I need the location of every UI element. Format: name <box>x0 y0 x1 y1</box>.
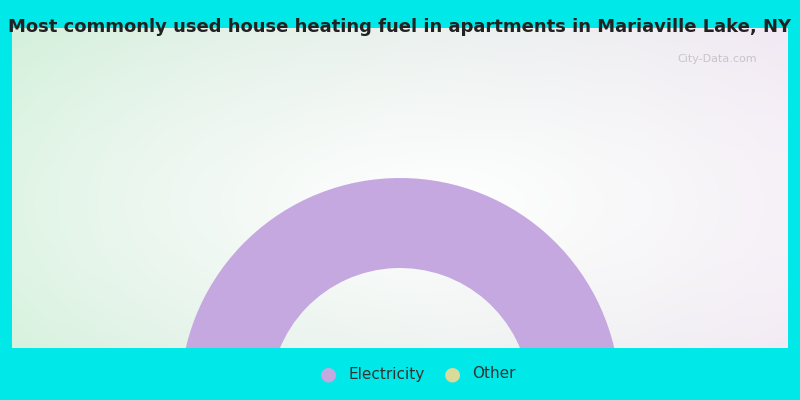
Wedge shape <box>180 178 619 400</box>
Text: Other: Other <box>472 366 515 382</box>
Wedge shape <box>530 378 620 400</box>
Text: Most commonly used house heating fuel in apartments in Mariaville Lake, NY: Most commonly used house heating fuel in… <box>9 18 791 36</box>
Text: City-Data.com: City-Data.com <box>678 54 757 64</box>
Text: Electricity: Electricity <box>348 366 424 382</box>
Text: ●: ● <box>319 364 337 384</box>
Text: ●: ● <box>443 364 461 384</box>
